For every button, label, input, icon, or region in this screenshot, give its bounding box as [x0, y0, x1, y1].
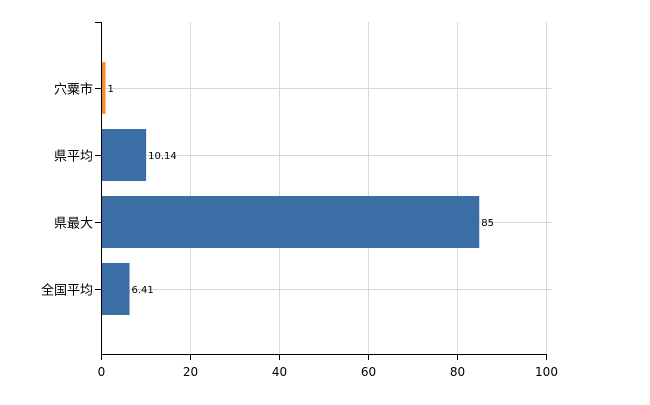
x-tick-label-0: 0 — [98, 365, 106, 379]
x-tick-label-20: 20 — [183, 365, 198, 379]
x-tick-label-80: 80 — [450, 365, 465, 379]
category-label-0: 穴粟市 — [54, 82, 93, 98]
bar-3 — [101, 263, 130, 315]
category-label-2: 県最大 — [54, 217, 93, 232]
bar-0 — [101, 62, 106, 114]
bar-1 — [101, 129, 147, 181]
x-tick-label-60: 60 — [361, 365, 376, 379]
data-label-0: 1 — [107, 84, 113, 95]
category-label-3: 全国平均 — [41, 283, 93, 299]
data-label-2: 85 — [481, 218, 494, 229]
category-label-1: 県平均 — [54, 150, 93, 165]
x-tick-label-40: 40 — [272, 365, 287, 379]
data-label-3: 6.41 — [132, 285, 154, 296]
data-label-1: 10.14 — [148, 151, 177, 162]
bar-2 — [101, 196, 480, 248]
x-tick-label-100: 100 — [535, 365, 558, 379]
